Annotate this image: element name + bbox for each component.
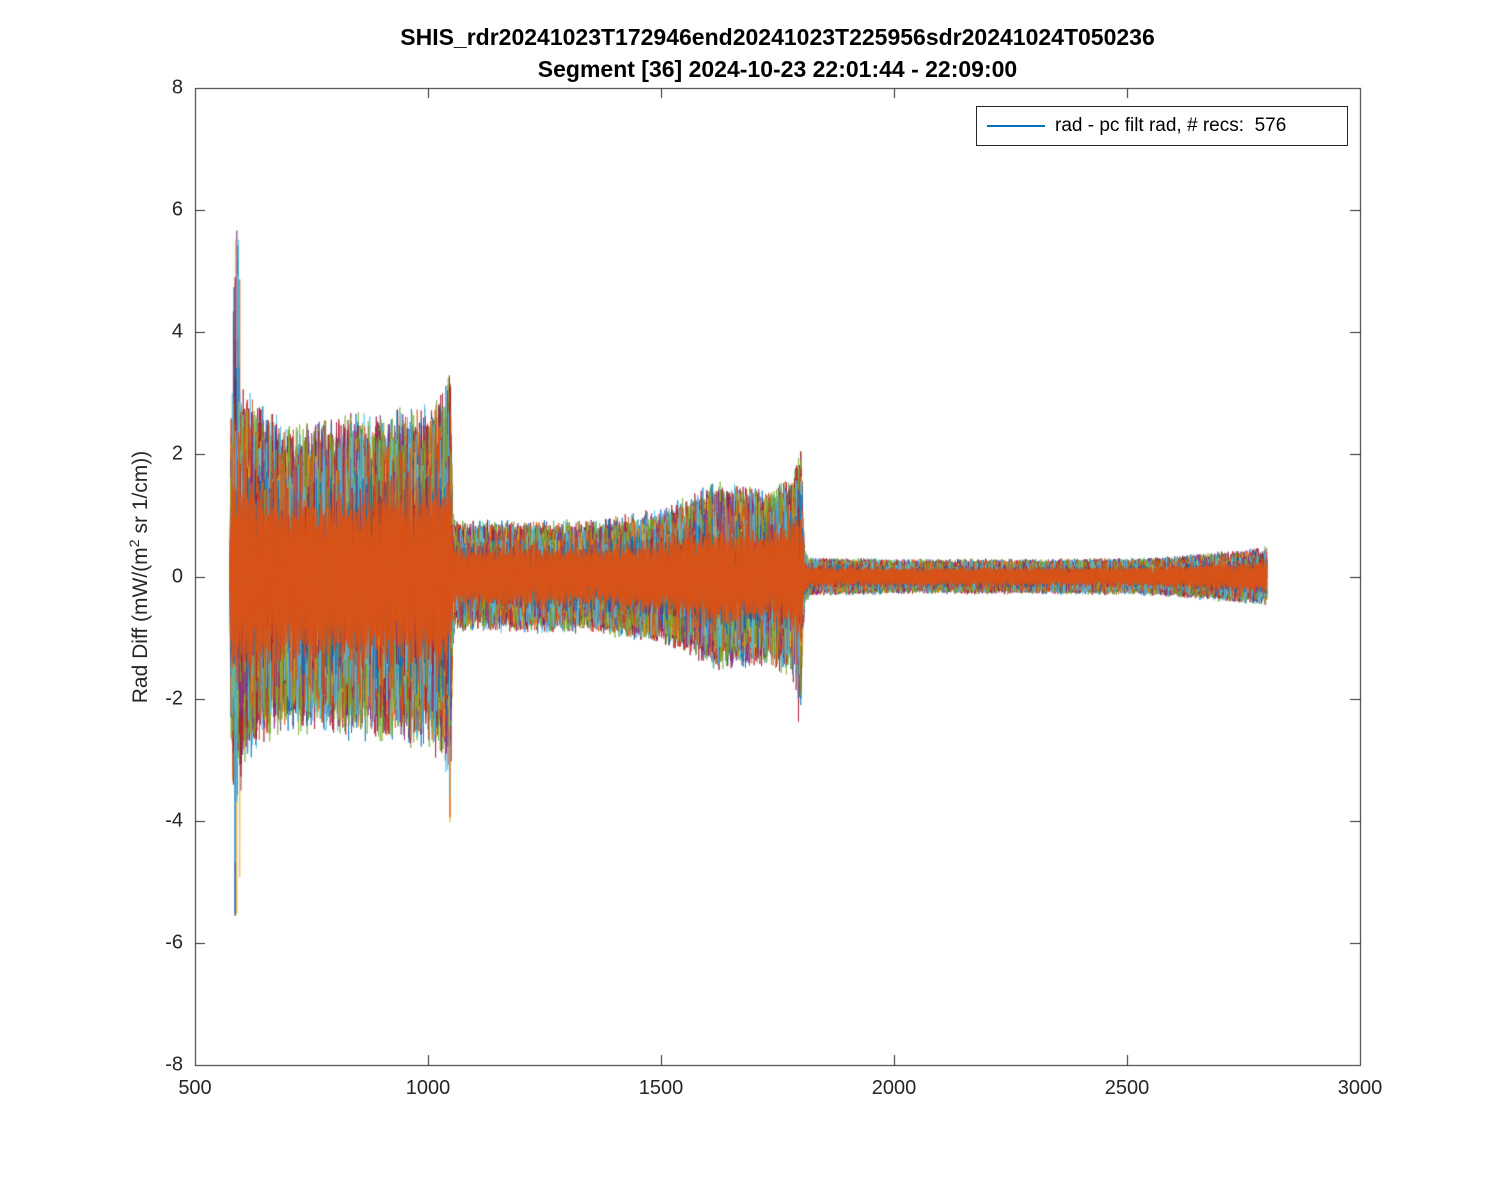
y-tick-label: 6	[171, 198, 183, 221]
y-tick-label: 4	[171, 320, 183, 343]
y-tick-label: -6	[165, 931, 183, 954]
legend-label: rad - pc filt rad, # recs: 576	[1055, 115, 1287, 136]
y-tick-label: 2	[171, 442, 183, 465]
y-tick-label: -4	[165, 809, 183, 832]
x-tick-label: 3000	[1337, 1077, 1383, 1099]
plot-title: SHIS_rdr20241023T172946end20241023T22595…	[400, 24, 1155, 50]
plot-subtitle: Segment [36] 2024-10-23 22:01:44 - 22:09…	[537, 56, 1018, 82]
x-tick-label: 2000	[871, 1077, 917, 1099]
y-axis-label-superscript: 2	[127, 539, 143, 548]
x-tick-label: 1500	[638, 1077, 684, 1099]
x-tick-label: 1000	[405, 1077, 451, 1099]
legend: rad - pc filt rad, # recs: 576	[976, 106, 1348, 146]
x-tick-label: 500	[178, 1077, 212, 1099]
y-tick-label: 0	[171, 565, 183, 587]
y-tick-label: -8	[165, 1053, 183, 1076]
y-tick-label: -2	[165, 687, 183, 710]
x-tick-label: 2500	[1104, 1077, 1150, 1099]
y-tick-label: 8	[171, 76, 183, 99]
legend-line-icon	[987, 125, 1045, 127]
